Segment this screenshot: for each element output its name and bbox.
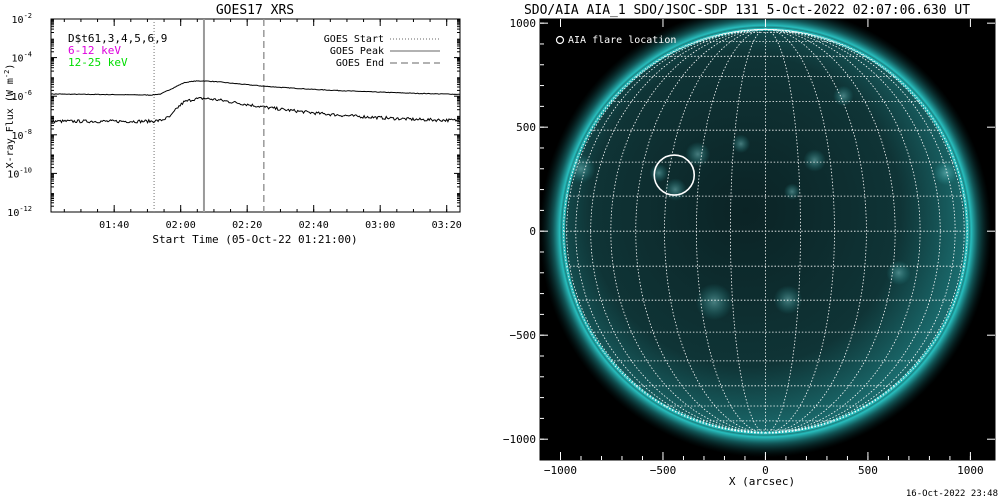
goes-y-tick-label: 10-4 <box>12 51 32 65</box>
grid-longitude-line <box>566 28 766 434</box>
aia-y-tick-label: −500 <box>510 329 537 342</box>
aia-legend-circle-icon <box>555 35 565 45</box>
grid-longitude-line <box>664 28 766 434</box>
goes-y-axis: 10-12 10-10 10-8 10-6 10-4 10-2 <box>7 12 460 219</box>
aia-x-axis: −1000 −500 0 500 1000 <box>544 19 984 477</box>
footer-timestamp: 16-Oct-2022 23:48 <box>906 489 998 499</box>
goes-y-tick-label: 10-10 <box>7 166 32 180</box>
grid-longitude-line <box>765 28 801 434</box>
grid-longitude-line <box>765 28 867 434</box>
goes-y-axis-label: X-ray Flux (W m-2) <box>3 64 16 169</box>
goes-x-tick-label: 02:00 <box>166 220 196 231</box>
sun-active-region <box>886 260 911 286</box>
goes-legend-start-label: GOES Start <box>324 34 384 45</box>
grid-longitude-line <box>563 28 766 434</box>
grid-longitude-line <box>765 28 956 434</box>
aia-title: SDO/AIA AIA_1 SDO/JSOC-SDP 131 5-Oct-202… <box>524 3 970 18</box>
aia-y-tick-label: 1000 <box>510 17 537 30</box>
goes-legend: GOES Start GOES Peak GOES End <box>324 34 440 69</box>
sun-active-region <box>833 85 854 107</box>
goes-series-line <box>50 96 460 125</box>
goes-y-tick-label: 10-2 <box>12 12 32 26</box>
aia-legend: AIA flare location <box>555 35 676 46</box>
goes-y-tick-label: 10-6 <box>12 89 32 103</box>
goes-series-line <box>50 80 460 96</box>
grid-longitude-line <box>695 28 766 434</box>
grid-longitude-line <box>610 28 766 434</box>
aia-y-tick-label: 500 <box>516 121 536 134</box>
aia-x-tick-label: 1000 <box>957 464 984 477</box>
aia-x-tick-label: −500 <box>650 464 677 477</box>
aia-y-tick-label: 0 <box>529 225 536 238</box>
grid-longitude-line <box>730 28 766 434</box>
goes-y-tick-label: 10-12 <box>7 205 32 219</box>
goes-x-tick-label: 01:40 <box>99 220 129 231</box>
grid-longitude-line <box>765 28 968 434</box>
grid-longitude-line <box>765 28 921 434</box>
aia-sun-image: SDO/AIA AIA_1 SDO/JSOC-SDP 131 5-Oct-202… <box>503 3 998 499</box>
sun-active-region <box>783 183 801 200</box>
goes-x-tick-label: 03:20 <box>432 220 462 231</box>
goes-legend-end-label: GOES End <box>336 58 384 69</box>
grid-longitude-line <box>765 28 941 434</box>
goes-channel-label-1: D$t61,3,4,5,6,9 <box>68 32 167 45</box>
goes-x-axis: 01:40 02:00 02:20 02:40 03:00 03:20 <box>63 19 462 231</box>
sun-active-region <box>695 283 733 321</box>
aia-x-tick-label: −1000 <box>544 464 577 477</box>
sun-active-region <box>685 141 711 167</box>
sun-active-region <box>566 154 596 184</box>
grid-longitude-line <box>765 28 965 434</box>
goes-chart-title: GOES17 XRS <box>216 3 294 18</box>
goes-channel-label-2: 6-12 keV <box>68 44 121 57</box>
goes-y-axis-label-close: ) <box>5 64 16 70</box>
goes-series <box>50 80 460 125</box>
flare-location-marker <box>653 154 696 196</box>
goes-x-tick-label: 02:40 <box>299 220 329 231</box>
sun-active-region <box>803 149 826 172</box>
goes-y-axis-label-main: X-ray Flux (W m <box>5 78 16 168</box>
goes-event-lines <box>153 19 265 212</box>
goes-y-tick-label: 10-8 <box>12 128 32 142</box>
goes-plot-area <box>50 18 461 213</box>
sun-active-region <box>933 160 959 186</box>
aia-x-tick-label: 0 <box>762 464 769 477</box>
goes-legend-peak-label: GOES Peak <box>330 46 384 57</box>
aia-legend-label: AIA flare location <box>568 35 676 46</box>
aia-y-axis: −1000 −500 0 500 1000 <box>503 17 995 446</box>
goes-channel-label-3: 12-25 keV <box>68 56 128 69</box>
sun-active-region <box>649 163 669 183</box>
sun-active-region <box>731 134 751 154</box>
goes-x-tick-label: 03:00 <box>365 220 395 231</box>
goes-y-axis-label-sup: -2 <box>3 70 11 78</box>
grid-longitude-line <box>575 28 766 434</box>
heliographic-grid <box>563 28 968 434</box>
flare-location-circle <box>653 154 696 196</box>
goes-x-axis-label: Start Time (05-Oct-22 01:21:00) <box>152 233 357 246</box>
aia-x-axis-label: X (arcsec) <box>729 475 795 488</box>
grid-longitude-line <box>765 28 835 434</box>
goes-xrs-chart: GOES17 XRS 10-12 10-10 10-8 10-6 10-4 10-2 01… <box>3 3 462 246</box>
grid-longitude-line <box>590 28 766 434</box>
goes-x-tick-label: 02:20 <box>232 220 262 231</box>
aia-plot-frame <box>539 18 996 461</box>
aia-y-tick-label: −1000 <box>503 433 536 446</box>
aia-x-tick-label: 500 <box>858 464 878 477</box>
